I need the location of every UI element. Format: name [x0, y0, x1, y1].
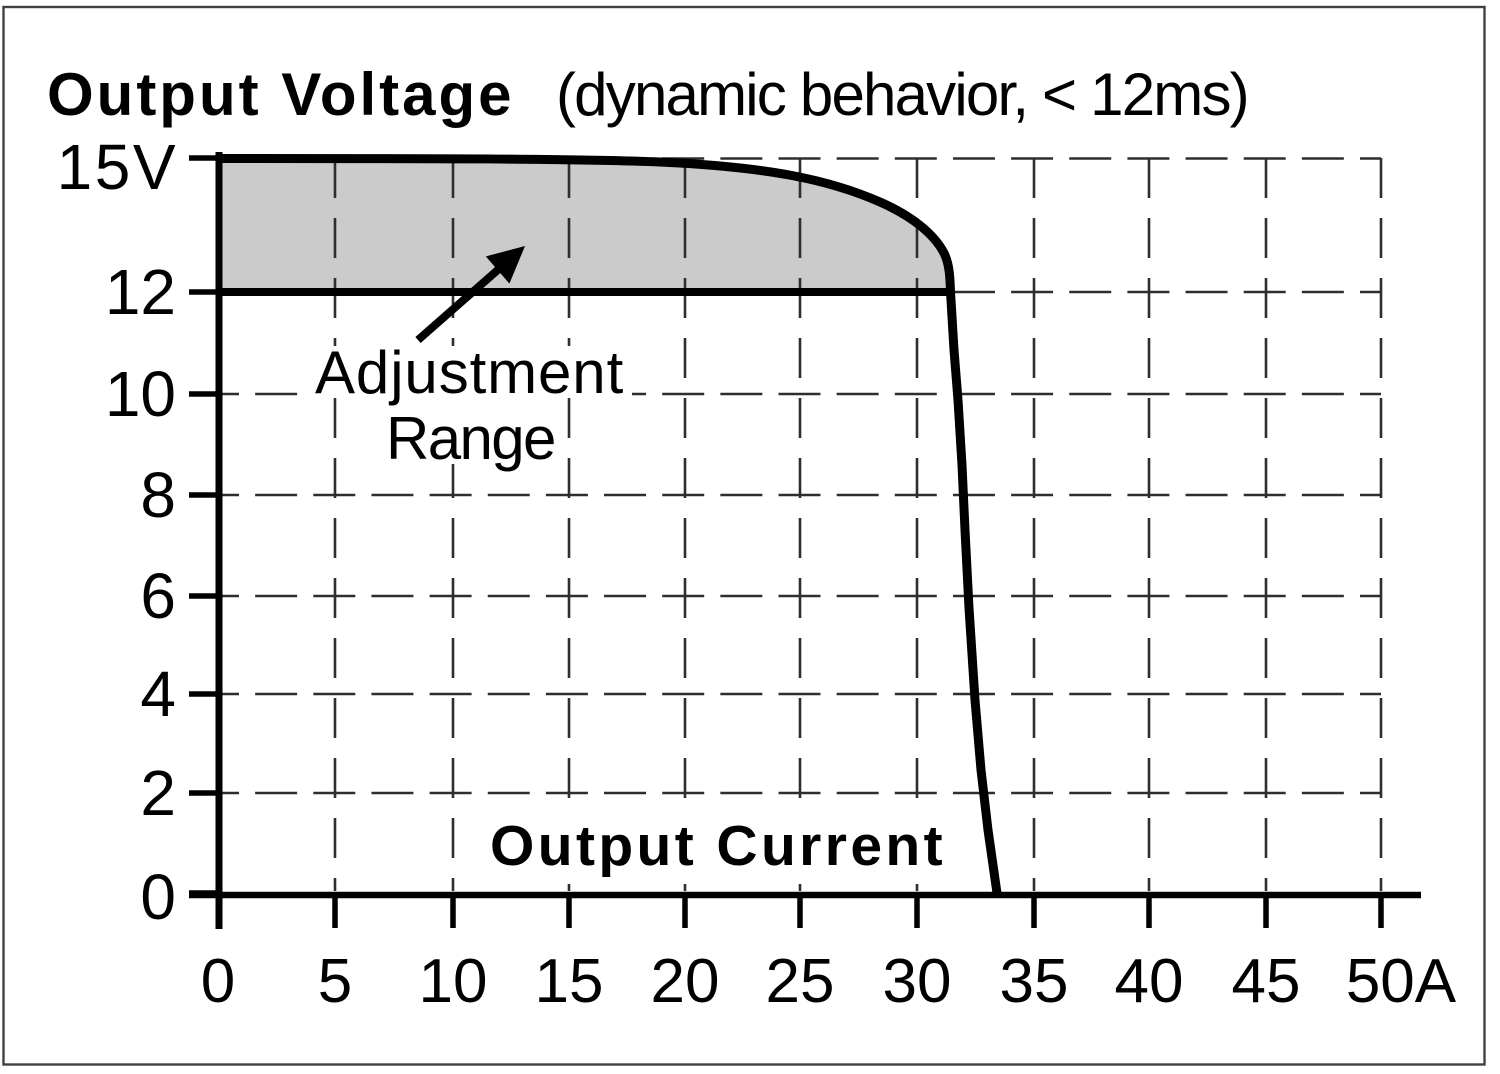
svg-text:10: 10 — [419, 947, 488, 1016]
svg-text:Adjustment: Adjustment — [315, 339, 624, 406]
svg-text:10: 10 — [105, 358, 176, 430]
svg-text:0: 0 — [201, 947, 235, 1016]
svg-text:(dynamic behavior, < 12ms): (dynamic behavior, < 12ms) — [556, 61, 1248, 128]
svg-text:4: 4 — [140, 658, 176, 730]
svg-text:25: 25 — [766, 947, 835, 1016]
svg-text:6: 6 — [140, 560, 176, 632]
svg-text:50A: 50A — [1346, 947, 1457, 1016]
svg-text:40: 40 — [1115, 947, 1184, 1016]
svg-text:2: 2 — [140, 757, 176, 829]
svg-text:Output Voltage: Output Voltage — [47, 61, 515, 128]
svg-text:30: 30 — [883, 947, 952, 1016]
svg-text:0: 0 — [140, 861, 176, 933]
svg-text:15: 15 — [535, 947, 604, 1016]
svg-text:5: 5 — [318, 947, 352, 1016]
svg-text:35: 35 — [1000, 947, 1069, 1016]
svg-text:Output Current: Output Current — [490, 814, 946, 878]
svg-text:15V: 15V — [57, 131, 178, 203]
svg-text:45: 45 — [1232, 947, 1301, 1016]
svg-text:Range: Range — [386, 405, 555, 472]
svg-text:12: 12 — [105, 256, 176, 328]
svg-text:20: 20 — [651, 947, 720, 1016]
svg-text:8: 8 — [140, 459, 176, 531]
